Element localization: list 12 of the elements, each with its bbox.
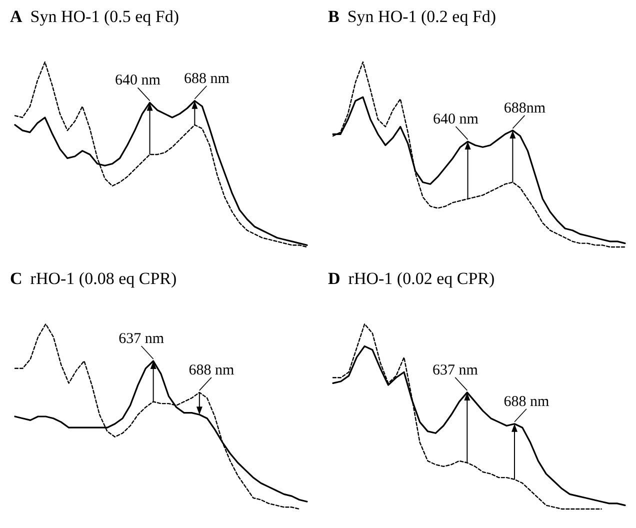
annotation: 640 nm bbox=[433, 112, 479, 128]
annotation: 688 nm bbox=[188, 362, 234, 378]
annotation: 688 nm bbox=[184, 70, 230, 87]
annotation: 637 nm bbox=[118, 331, 164, 347]
annotation: 688nm bbox=[504, 100, 546, 116]
chart-title: B Syn HO-1 (0.2 eq Fd) bbox=[328, 7, 496, 26]
annotation: 637 nm bbox=[432, 362, 478, 378]
annotation: 640 nm bbox=[115, 72, 161, 89]
chart-title: C rHO-1 (0.08 eq CPR) bbox=[10, 269, 177, 288]
chart-title: A Syn HO-1 (0.5 eq Fd) bbox=[10, 7, 180, 26]
annotation: 688 nm bbox=[504, 394, 550, 410]
chart-title: D rHO-1 (0.02 eq CPR) bbox=[328, 269, 495, 288]
